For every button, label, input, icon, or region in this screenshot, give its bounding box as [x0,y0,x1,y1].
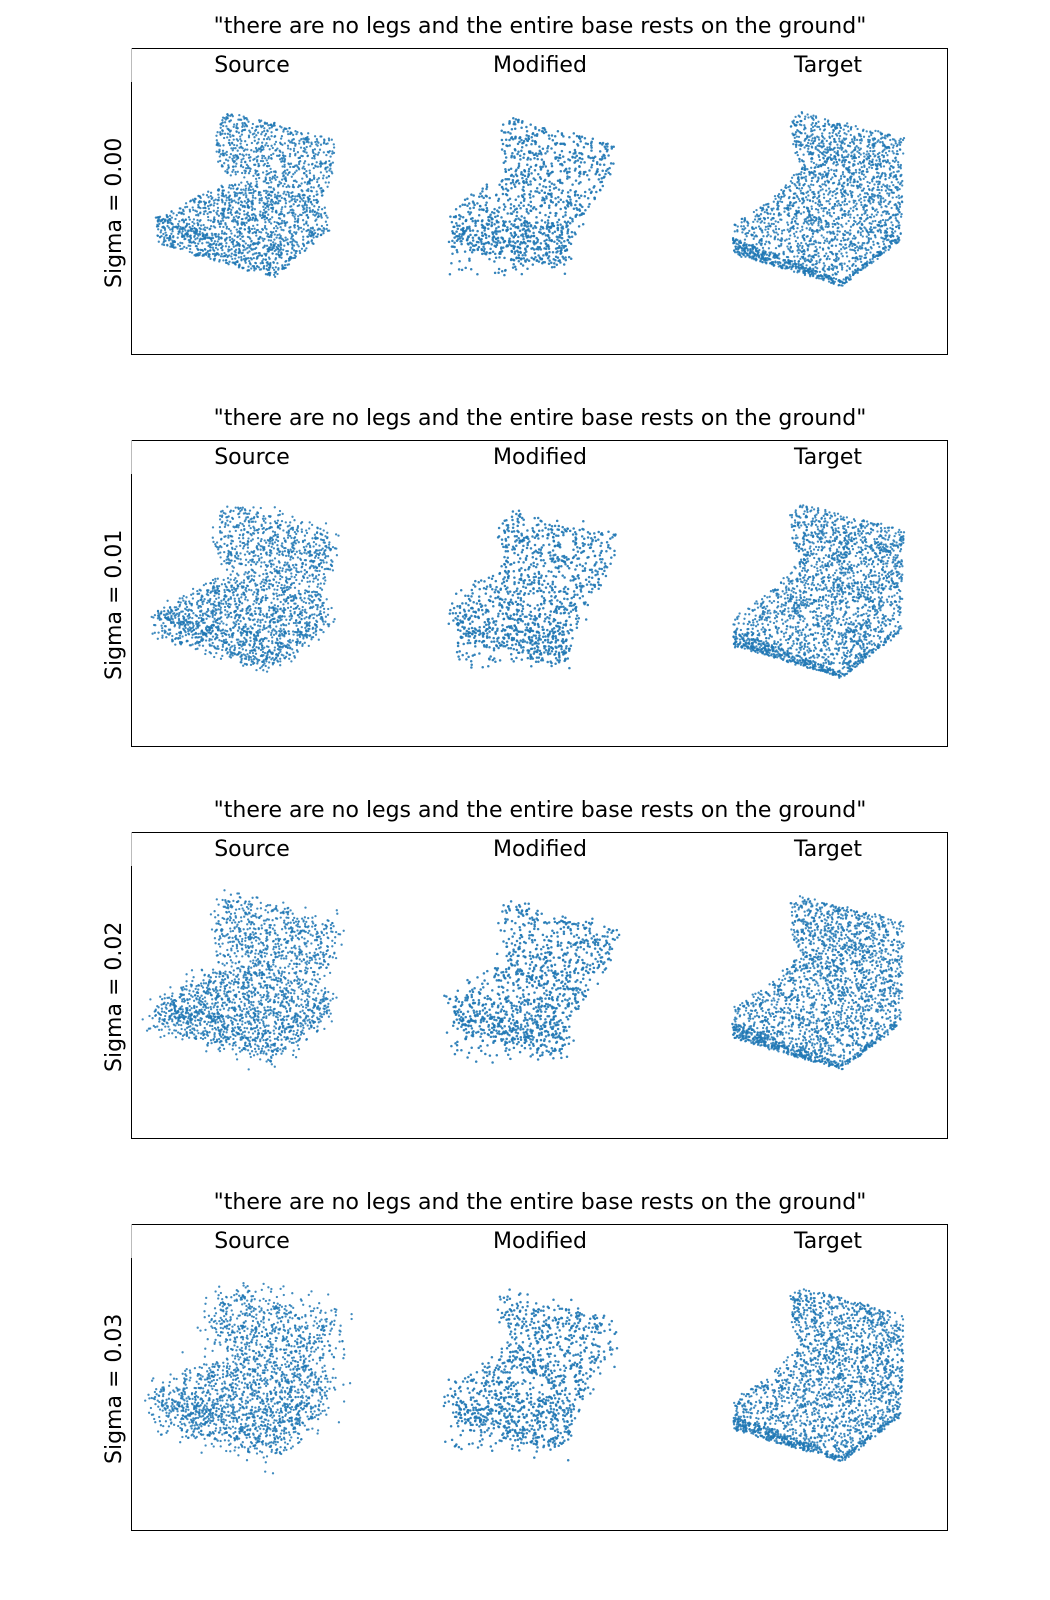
point-cloud-modified [442,1288,619,1462]
row-label-sigma: Sigma = 0.00 [102,128,132,288]
panel-title: "there are no legs and the entire base r… [0,10,1050,44]
column-label-source: Source [142,444,362,472]
column-label-modified: Modified [430,1228,650,1256]
subplot-panel: "there are no legs and the entire base r… [0,794,1050,1186]
row-label-text: Sigma = 0.03 [102,1314,128,1464]
subplot-panel: "there are no legs and the entire base r… [0,10,1050,402]
point-cloud-source [141,889,345,1071]
y-axis-spine-top [131,440,132,474]
column-label-target: Target [718,444,938,472]
point-cloud-source [150,505,340,673]
subplot-panel: "there are no legs and the entire base r… [0,402,1050,794]
subplot-panel: "there are no legs and the entire base r… [0,1186,1050,1578]
point-cloud-source [154,112,336,278]
axes-frame [131,440,948,747]
column-label-modified: Modified [430,444,650,472]
column-label-source: Source [142,52,362,80]
point-cloud-modified [443,900,621,1064]
point-cloud-target [731,895,905,1071]
point-cloud-modified [447,509,617,670]
column-label-source: Source [142,1228,362,1256]
row-label-sigma: Sigma = 0.01 [102,520,132,680]
row-label-text: Sigma = 0.00 [102,138,128,288]
row-label-text: Sigma = 0.02 [102,922,128,1072]
point-cloud-target [732,504,906,679]
point-cloud-source [144,1281,353,1475]
point-cloud-target [731,110,906,287]
column-label-modified: Modified [430,52,650,80]
panel-title: "there are no legs and the entire base r… [0,1186,1050,1220]
column-label-target: Target [718,52,938,80]
column-label-target: Target [718,1228,938,1256]
panel-title: "there are no legs and the entire base r… [0,794,1050,828]
column-label-modified: Modified [430,836,650,864]
row-label-text: Sigma = 0.01 [102,530,128,680]
panel-title: "there are no legs and the entire base r… [0,402,1050,436]
axes-frame [131,1224,948,1531]
row-label-sigma: Sigma = 0.02 [102,912,132,1072]
column-label-target: Target [718,836,938,864]
column-label-source: Source [142,836,362,864]
point-cloud-modified [447,116,615,277]
y-axis-spine-top [131,48,132,82]
y-axis-spine-top [131,832,132,866]
row-label-sigma: Sigma = 0.03 [102,1304,132,1464]
y-axis-spine-top [131,1224,132,1258]
point-cloud-target [732,1288,905,1462]
